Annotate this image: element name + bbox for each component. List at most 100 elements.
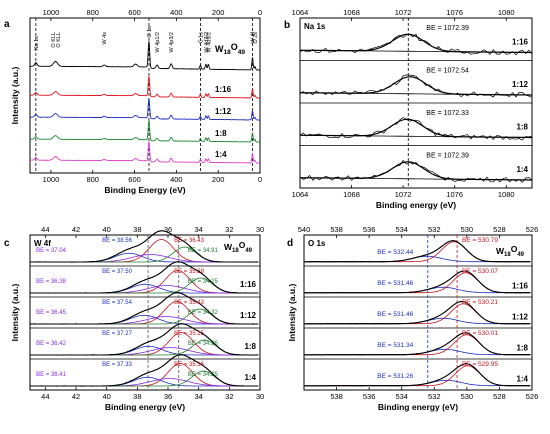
fit-envelope — [30, 292, 259, 325]
x-tick-label-top: 38 — [133, 225, 141, 234]
panel-title: O 1s — [308, 239, 326, 248]
x-tick-label-top: 200 — [212, 8, 225, 17]
x-tick-label: 400 — [170, 175, 183, 184]
panel-letter: b — [284, 20, 290, 31]
peak-label: W 4p3/2 — [169, 32, 175, 52]
x-tick-label-top: 0 — [258, 8, 262, 17]
x-tick-label-top: 530 — [461, 225, 474, 234]
peak-label: W 4f — [250, 32, 256, 44]
series-label: 1:16 — [512, 281, 529, 290]
be-label: BE = 38.56 — [102, 238, 133, 244]
fit-curve — [299, 33, 532, 54]
x-tick-label: 534 — [395, 392, 408, 401]
component-peak — [30, 376, 259, 387]
series-label: 1:12 — [512, 80, 529, 89]
component-peak — [30, 378, 259, 387]
peak-label: W 4d3/2 — [204, 32, 210, 52]
x-tick-label: 536 — [363, 392, 376, 401]
x-tick-label-top: 34 — [194, 225, 202, 234]
be-label: BE = 36.42 — [36, 341, 67, 347]
series-label: 1:4 — [215, 150, 227, 159]
be-label: BE = 531.46 — [377, 311, 413, 318]
sample-label-part: 49 — [245, 248, 252, 254]
peak-label: O KLL — [56, 32, 62, 48]
be-label: BE = 1072.39 — [426, 153, 469, 160]
series-label: 1:4 — [244, 373, 256, 382]
be-label: BE = 530.79 — [462, 237, 498, 244]
fit-envelope — [30, 354, 259, 387]
fit-envelope — [304, 363, 531, 387]
x-tick-label: 32 — [225, 392, 233, 401]
x-tick-label: 538 — [330, 392, 343, 401]
baseline — [299, 49, 532, 53]
be-label: BE = 532.44 — [377, 249, 413, 256]
x-tick-label-top: 1064 — [292, 8, 309, 17]
panel-title: W 4f — [34, 239, 51, 248]
fit-envelope — [304, 270, 531, 294]
series-label: 1:4 — [516, 165, 528, 174]
sample-label-part: O — [511, 244, 518, 254]
x-tick-label-top: 800 — [86, 8, 99, 17]
x-tick-label-top: 400 — [170, 8, 183, 17]
be-label: BE = 36.41 — [36, 372, 67, 378]
x-tick-label: 532 — [428, 392, 441, 401]
y-axis-label: Intensity (a.u.) — [287, 284, 297, 342]
be-label: BE = 530.21 — [462, 299, 498, 306]
fit-envelope — [304, 300, 531, 325]
x-tick-label: 30 — [256, 392, 264, 401]
be-label: BE = 37.04 — [36, 248, 67, 254]
baseline — [299, 177, 532, 181]
series-label: 1:4 — [516, 374, 528, 383]
be-label: BE = 35.43 — [174, 300, 205, 306]
peak-label: C 1s — [198, 32, 204, 44]
be-label: BE = 531.46 — [377, 280, 413, 287]
fit-curve — [299, 118, 532, 139]
sample-label: W18O49 — [215, 42, 245, 56]
be-label: BE = 36.38 — [36, 279, 67, 285]
baseline — [299, 92, 532, 96]
be-label: BE = 531.26 — [377, 373, 413, 380]
x-tick-label: 600 — [128, 175, 141, 184]
plot-frame — [303, 234, 533, 391]
be-label: BE = 34.26 — [188, 341, 219, 347]
be-label: BE = 530.01 — [462, 330, 498, 337]
component-peak — [30, 283, 259, 294]
x-tick-label-top: 1072 — [395, 8, 412, 17]
survey-spectrum-line — [30, 41, 261, 71]
y-axis-label: Intensity (a.u.) — [10, 284, 20, 342]
be-label: BE = 34.91 — [188, 248, 219, 254]
peak-label: W 4d5/2 — [206, 32, 212, 52]
x-tick-label-top: 40 — [102, 225, 110, 234]
sample-label-part: W — [224, 242, 233, 252]
be-label: BE = 1072.33 — [426, 110, 469, 117]
x-tick-label-top: 1080 — [498, 8, 515, 17]
x-tick-label: 40 — [102, 392, 110, 401]
x-tick-label: 1064 — [292, 190, 309, 199]
x-tick-label-top: 534 — [395, 225, 408, 234]
be-label: BE = 36.43 — [174, 238, 205, 244]
x-tick-label-top: 32 — [225, 225, 233, 234]
sample-label-part: O — [239, 240, 246, 250]
survey-spectrum-line — [30, 98, 261, 121]
fit-curve — [299, 161, 532, 181]
be-label: BE = 34.32 — [188, 310, 219, 316]
x-tick-label: 800 — [86, 175, 99, 184]
raw-spectrum-line — [29, 323, 259, 356]
panel-letter: d — [287, 238, 293, 249]
be-label: BE = 37.54 — [102, 300, 133, 306]
survey-spectrum-line — [29, 120, 261, 143]
fit-envelope — [304, 240, 531, 263]
x-tick-label: 1000 — [43, 175, 60, 184]
peak-label: O 1s — [147, 26, 153, 38]
x-tick-label-top: 44 — [41, 225, 49, 234]
sample-label-part: W — [496, 246, 505, 256]
sample-label-part: 18 — [504, 252, 511, 258]
peak-label: O KLL — [51, 32, 57, 48]
sample-label-part: W — [215, 44, 224, 54]
x-tick-label: 42 — [72, 392, 80, 401]
fit-envelope — [30, 261, 259, 294]
series-label: 1:16 — [215, 85, 232, 94]
x-tick-label: 530 — [461, 392, 474, 401]
sample-label-part: O — [231, 42, 238, 52]
